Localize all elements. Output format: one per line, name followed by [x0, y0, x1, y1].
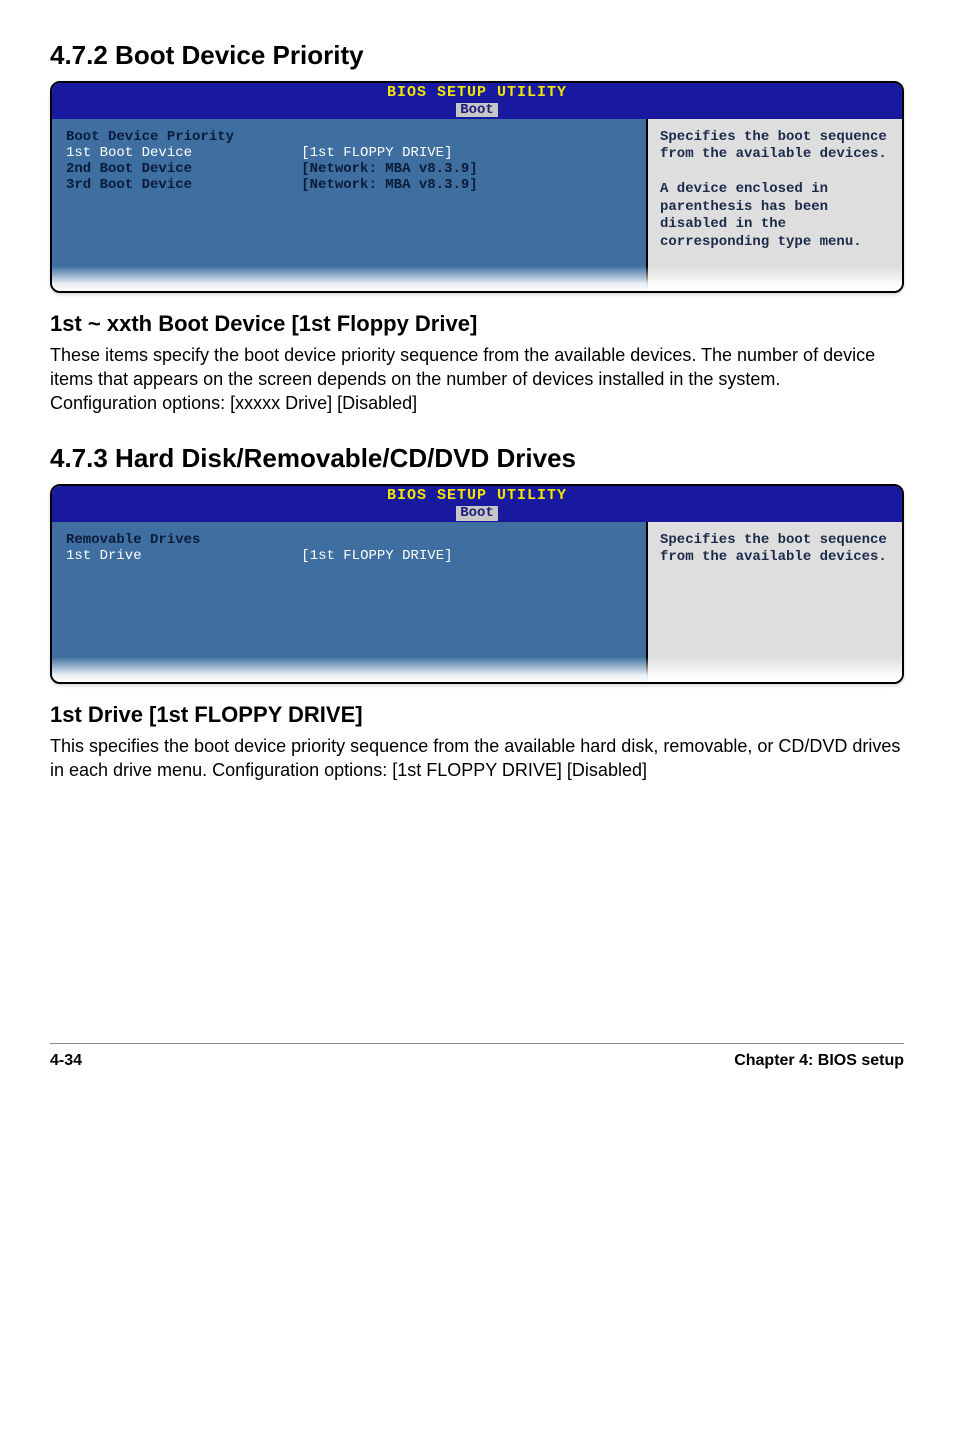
- bios-row-value: [Network: MBA v8.3.9]: [301, 177, 477, 193]
- bios-row-label: 2nd Boot Device: [66, 161, 192, 177]
- bios-help-pane: Specifies the boot sequence from the ava…: [646, 119, 902, 291]
- bios-row-1st-drive[interactable]: 1st Drive [1st FLOPPY DRIVE]: [66, 548, 632, 564]
- footer-page-number: 4-34: [50, 1052, 82, 1070]
- subsection-heading-1st-drive: 1st Drive [1st FLOPPY DRIVE]: [50, 702, 904, 728]
- bios-row-value: [1st FLOPPY DRIVE]: [301, 145, 452, 161]
- bios-body: Removable Drives 1st Drive [1st FLOPPY D…: [52, 522, 902, 682]
- bios-header-title: BIOS SETUP UTILITY: [52, 85, 902, 101]
- bios-header-tab: Boot: [456, 103, 498, 118]
- bios-row-label: 3rd Boot Device: [66, 177, 192, 193]
- bios-box-removable: BIOS SETUP UTILITY Boot Removable Drives…: [50, 484, 904, 684]
- bios-section-title: Removable Drives: [66, 532, 632, 548]
- body-text-473: This specifies the boot device priority …: [50, 734, 904, 783]
- bios-row-label: 1st Drive: [66, 548, 142, 564]
- bios-row-1st-boot[interactable]: 1st Boot Device [1st FLOPPY DRIVE]: [66, 145, 632, 161]
- section-heading-473: 4.7.3 Hard Disk/Removable/CD/DVD Drives: [50, 443, 904, 474]
- bios-header: BIOS SETUP UTILITY Boot: [52, 486, 902, 522]
- bios-row-value: [Network: MBA v8.3.9]: [301, 161, 477, 177]
- body-text-472: These items specify the boot device prio…: [50, 343, 904, 416]
- bios-section-title: Boot Device Priority: [66, 129, 632, 145]
- bios-left-pane: Boot Device Priority 1st Boot Device [1s…: [52, 119, 646, 291]
- bios-help-text: Specifies the boot sequence from the ava…: [660, 532, 890, 567]
- bios-left-pane: Removable Drives 1st Drive [1st FLOPPY D…: [52, 522, 646, 682]
- bios-header: BIOS SETUP UTILITY Boot: [52, 83, 902, 119]
- footer-chapter: Chapter 4: BIOS setup: [734, 1052, 904, 1070]
- bios-body: Boot Device Priority 1st Boot Device [1s…: [52, 119, 902, 291]
- bios-row-label: 1st Boot Device: [66, 145, 192, 161]
- bios-header-title: BIOS SETUP UTILITY: [52, 488, 902, 504]
- bios-row-value: [1st FLOPPY DRIVE]: [301, 548, 452, 564]
- page-footer: 4-34 Chapter 4: BIOS setup: [50, 1043, 904, 1070]
- section-heading-472: 4.7.2 Boot Device Priority: [50, 40, 904, 71]
- subsection-heading-1st-xxth: 1st ~ xxth Boot Device [1st Floppy Drive…: [50, 311, 904, 337]
- bios-box-boot-priority: BIOS SETUP UTILITY Boot Boot Device Prio…: [50, 81, 904, 293]
- bios-row-2nd-boot[interactable]: 2nd Boot Device [Network: MBA v8.3.9]: [66, 161, 632, 177]
- bios-help-pane: Specifies the boot sequence from the ava…: [646, 522, 902, 682]
- bios-help-text: Specifies the boot sequence from the ava…: [660, 129, 890, 252]
- bios-row-3rd-boot[interactable]: 3rd Boot Device [Network: MBA v8.3.9]: [66, 177, 632, 193]
- bios-header-tab: Boot: [456, 506, 498, 521]
